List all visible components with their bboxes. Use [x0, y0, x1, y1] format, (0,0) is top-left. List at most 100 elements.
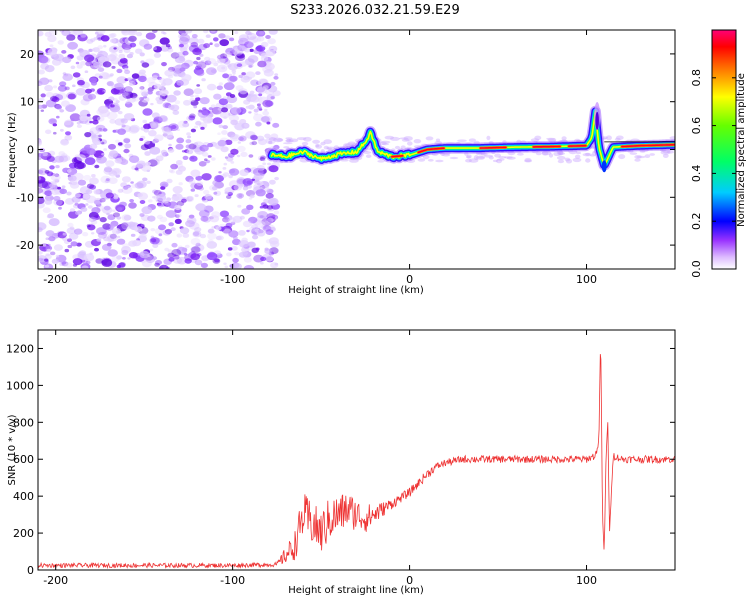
- noise-blob: [121, 124, 126, 128]
- noise-blob: [260, 172, 266, 176]
- noise-blob: [131, 183, 138, 189]
- noise-blob: [60, 138, 69, 145]
- noise-blob: [200, 215, 209, 222]
- noise-blob: [176, 213, 182, 218]
- noise-blob: [77, 90, 84, 96]
- noise-blob: [205, 159, 211, 164]
- ridge-halo-blob: [273, 137, 283, 143]
- noise-blob: [85, 88, 92, 94]
- noise-blob: [80, 98, 90, 106]
- noise-blob: [206, 241, 218, 249]
- noise-blob: [47, 35, 57, 43]
- noise-blob: [229, 75, 238, 82]
- noise-blob: [238, 74, 243, 78]
- noise-blob: [207, 239, 214, 244]
- ridge-halo-blob: [565, 158, 573, 164]
- noise-blob: [260, 41, 269, 48]
- noise-blob: [49, 118, 56, 123]
- ridge-halo-blob: [535, 152, 542, 156]
- noise-blob: [111, 256, 120, 263]
- noise-blob: [227, 217, 236, 224]
- noise-blob: [158, 264, 169, 269]
- noise-blob: [128, 30, 136, 34]
- noise-blob: [260, 256, 267, 262]
- noise-blob: [109, 150, 119, 158]
- noise-blob: [222, 172, 230, 177]
- noise-blob: [42, 243, 47, 247]
- noise-blob: [116, 235, 121, 239]
- noise-blob: [91, 232, 95, 235]
- snr-y-tick-label: 800: [13, 416, 34, 429]
- ridge-halo-blob: [268, 137, 277, 141]
- noise-blob: [145, 32, 156, 40]
- noise-blob: [134, 182, 144, 189]
- noise-blob: [254, 220, 266, 229]
- noise-blob: [91, 207, 101, 214]
- noise-blob: [157, 76, 162, 81]
- noise-blob: [94, 31, 99, 35]
- noise-blob: [119, 57, 128, 64]
- noise-blob: [237, 141, 241, 144]
- noise-blob: [177, 120, 188, 128]
- noise-blob: [228, 230, 239, 238]
- noise-blob: [181, 150, 186, 153]
- noise-blob: [152, 189, 158, 194]
- noise-blob: [245, 71, 256, 79]
- ridge-peak-band: [621, 143, 675, 148]
- noise-blob: [59, 109, 65, 113]
- noise-blob: [108, 33, 115, 39]
- noise-blob: [99, 109, 111, 118]
- noise-blob: [230, 161, 235, 164]
- noise-blob: [223, 262, 227, 265]
- noise-blob: [215, 226, 222, 231]
- noise-blob: [70, 65, 76, 70]
- noise-blob: [229, 114, 239, 122]
- noise-blob: [268, 165, 279, 173]
- noise-blob: [88, 48, 93, 53]
- noise-blob: [59, 188, 67, 195]
- noise-blob: [121, 214, 132, 222]
- noise-blob: [53, 244, 63, 251]
- ridge-halo-blob: [492, 159, 499, 163]
- noise-blob: [194, 94, 199, 99]
- noise-blob: [113, 98, 118, 102]
- noise-blob: [96, 155, 107, 164]
- noise-blob: [41, 181, 52, 189]
- noise-blob: [248, 197, 253, 200]
- noise-blob: [62, 73, 73, 81]
- spectrogram-x-tick-label: -200: [43, 273, 68, 286]
- noise-blob: [128, 240, 138, 247]
- ridge-halo-blob: [634, 158, 641, 162]
- noise-blob: [168, 143, 172, 147]
- noise-blob: [122, 243, 130, 249]
- noise-blob: [183, 99, 191, 106]
- noise-blob: [158, 77, 166, 83]
- ridge-halo-blob: [488, 156, 494, 160]
- noise-blob: [231, 69, 237, 73]
- ridge-halo-blob: [494, 153, 501, 158]
- noise-blob: [245, 131, 256, 139]
- noise-blob: [118, 142, 123, 146]
- noise-blob: [140, 89, 149, 95]
- noise-blob: [84, 54, 95, 62]
- noise-blob: [232, 257, 239, 263]
- noise-blob: [128, 126, 139, 134]
- noise-blob: [98, 134, 102, 138]
- noise-blob: [236, 154, 241, 158]
- noise-blob: [206, 252, 218, 261]
- noise-blob: [113, 47, 117, 50]
- noise-blob: [226, 252, 232, 257]
- noise-blob: [144, 140, 151, 145]
- noise-blob: [58, 206, 62, 210]
- noise-blob: [197, 38, 205, 44]
- noise-blob: [234, 46, 243, 52]
- ridge-halo-blob: [323, 145, 329, 150]
- ridge-halo-blob: [362, 151, 372, 154]
- noise-blob: [52, 123, 57, 127]
- noise-blob: [221, 130, 228, 135]
- noise-blob: [192, 144, 203, 153]
- noise-blob: [39, 77, 50, 85]
- ridge-halo-blob: [449, 156, 459, 160]
- noise-blob: [38, 176, 42, 181]
- noise-blob: [67, 238, 72, 242]
